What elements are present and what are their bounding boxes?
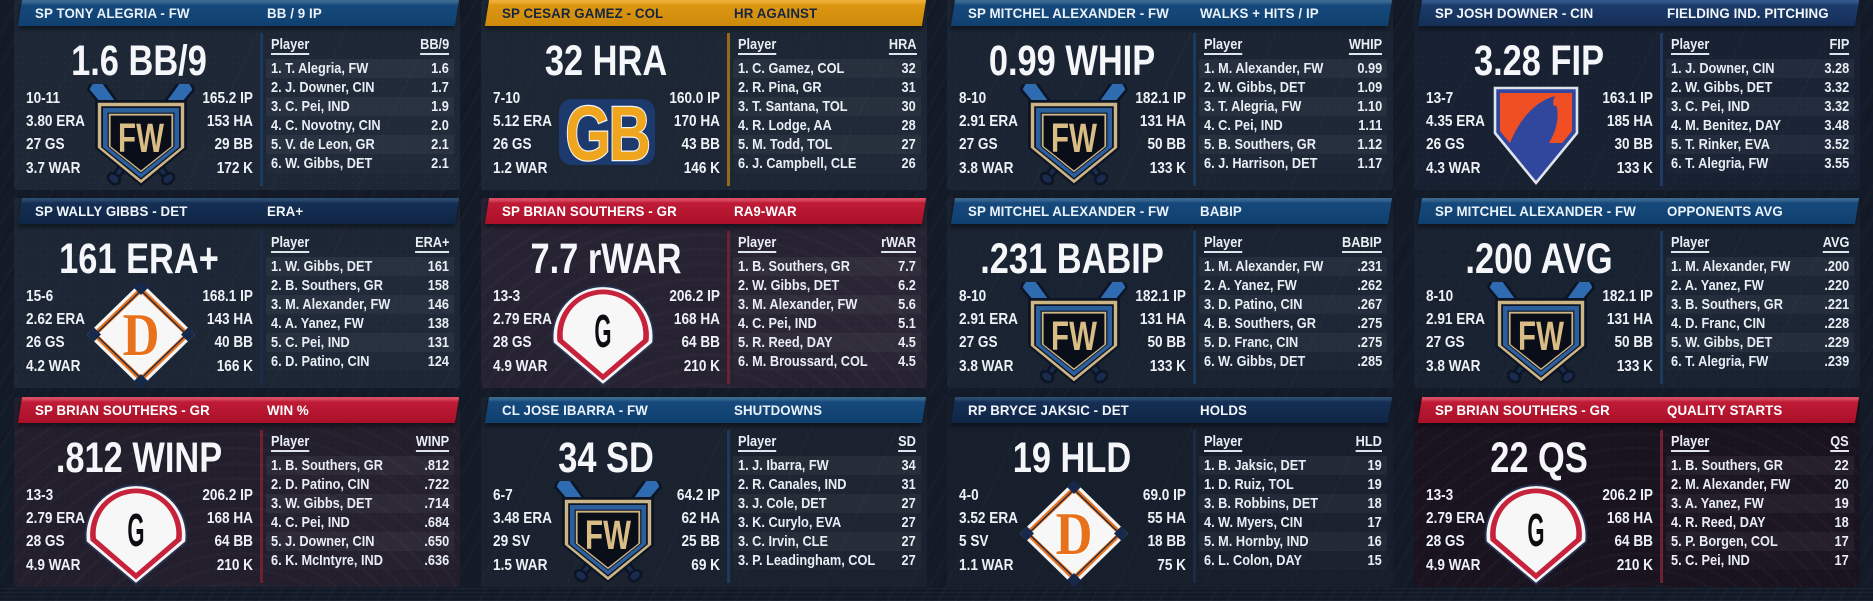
svg-text:FW: FW <box>585 512 631 558</box>
svg-text:G: G <box>1527 504 1544 556</box>
svg-text:FW: FW <box>1051 313 1097 359</box>
svg-text:FW: FW <box>118 115 164 161</box>
svg-text:D: D <box>1056 501 1093 568</box>
svg-text:D: D <box>123 302 160 369</box>
svg-text:GB: GB <box>565 96 648 168</box>
svg-text:FW: FW <box>1051 115 1097 161</box>
svg-text:FW: FW <box>1518 313 1564 359</box>
svg-text:G: G <box>594 305 611 357</box>
svg-text:G: G <box>127 504 144 556</box>
